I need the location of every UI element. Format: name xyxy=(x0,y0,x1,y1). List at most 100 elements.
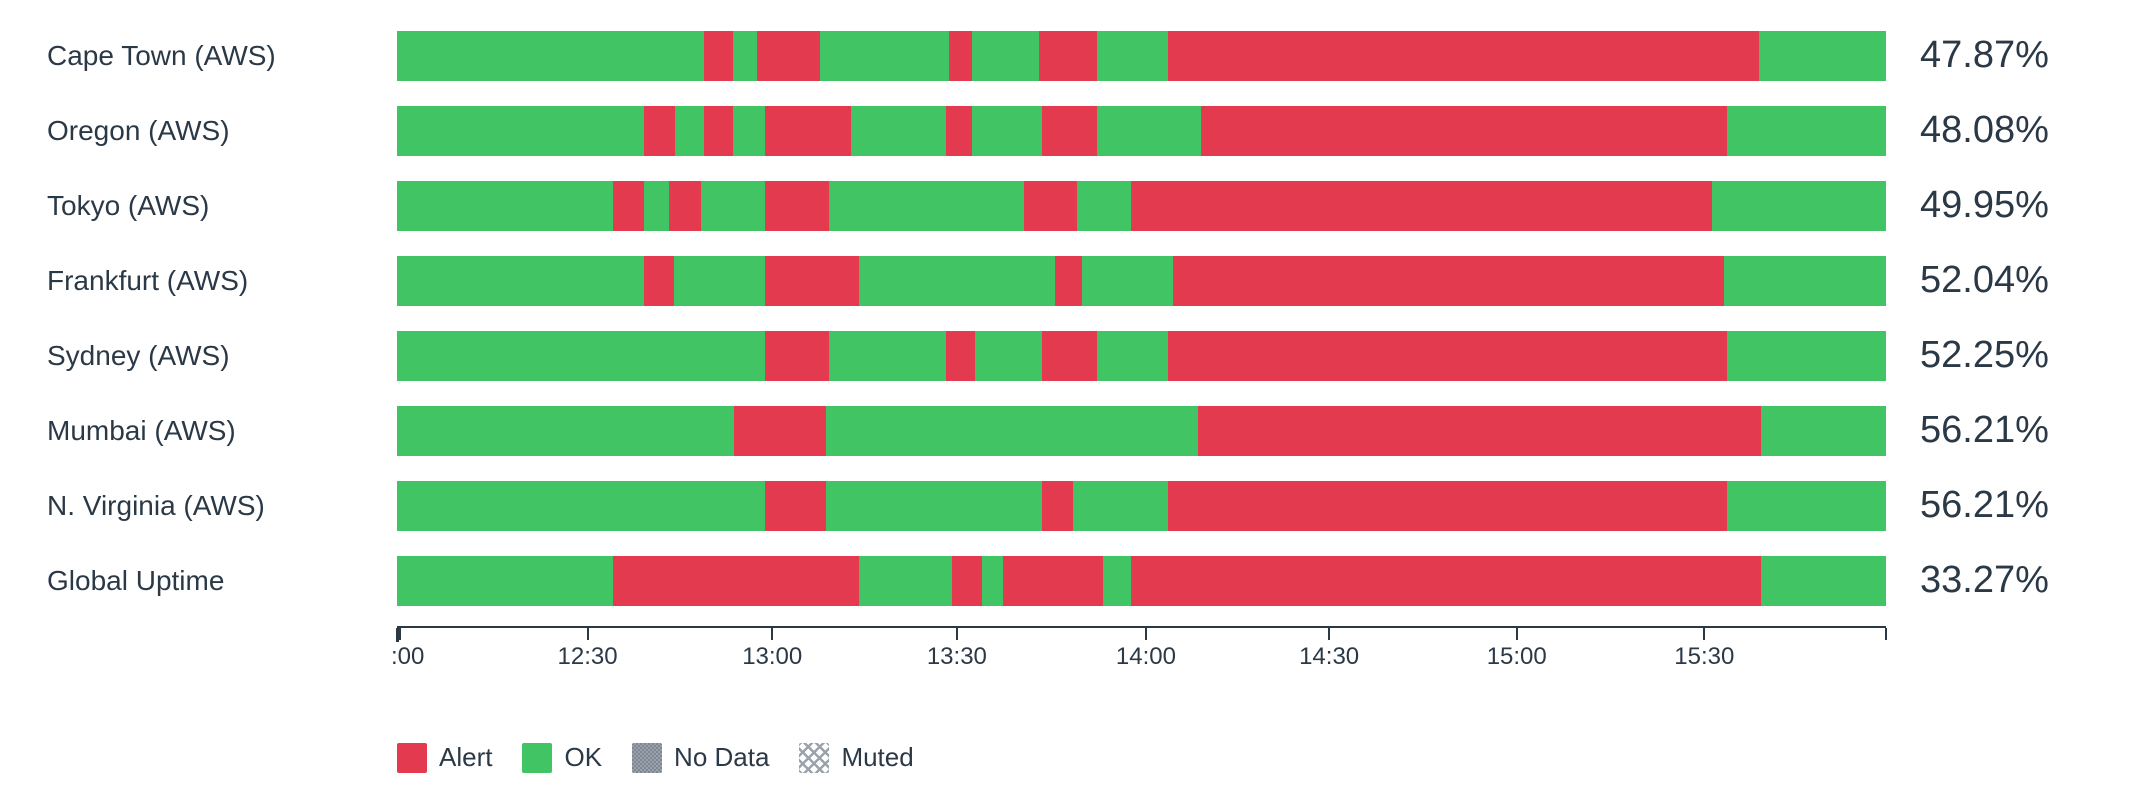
status-segment-alert[interactable] xyxy=(1198,405,1761,456)
status-segment-ok[interactable] xyxy=(733,30,758,81)
status-segment-ok[interactable] xyxy=(971,30,1039,81)
status-row: Frankfurt (AWS) 52.04% xyxy=(0,243,2134,318)
status-segment-ok[interactable] xyxy=(1102,555,1131,606)
status-segment-alert[interactable] xyxy=(703,30,734,81)
status-segment-ok[interactable] xyxy=(1711,180,1886,231)
row-label: Mumbai (AWS) xyxy=(47,414,236,446)
status-bar[interactable] xyxy=(397,330,1886,381)
status-segment-ok[interactable] xyxy=(397,30,704,81)
uptime-value: 56.21% xyxy=(1920,409,2049,451)
status-segment-alert[interactable] xyxy=(952,555,983,606)
status-segment-ok[interactable] xyxy=(1081,255,1173,306)
status-segment-ok[interactable] xyxy=(1726,105,1886,156)
status-segment-ok[interactable] xyxy=(1760,555,1886,606)
status-segment-alert[interactable] xyxy=(946,105,972,156)
status-segment-alert[interactable] xyxy=(669,180,701,231)
status-segment-ok[interactable] xyxy=(1077,180,1131,231)
status-segment-ok[interactable] xyxy=(397,480,765,531)
status-segment-alert[interactable] xyxy=(764,330,829,381)
axis-tick-label: 15:00 xyxy=(1486,643,1547,670)
status-bar[interactable] xyxy=(397,255,1886,306)
status-segment-ok[interactable] xyxy=(733,105,765,156)
status-segment-alert[interactable] xyxy=(757,30,820,81)
status-segment-ok[interactable] xyxy=(858,555,953,606)
status-segment-ok[interactable] xyxy=(1726,480,1886,531)
status-segment-alert[interactable] xyxy=(949,30,972,81)
status-segment-ok[interactable] xyxy=(700,180,765,231)
status-segment-alert[interactable] xyxy=(1041,480,1073,531)
status-segment-ok[interactable] xyxy=(851,105,947,156)
status-segment-alert[interactable] xyxy=(612,180,645,231)
status-segment-ok[interactable] xyxy=(828,330,947,381)
status-segment-alert[interactable] xyxy=(1168,330,1727,381)
status-segment-alert[interactable] xyxy=(764,105,852,156)
status-segment-alert[interactable] xyxy=(1131,555,1761,606)
status-segment-alert[interactable] xyxy=(1168,30,1760,81)
status-segment-ok[interactable] xyxy=(1723,255,1886,306)
axis-end-tick xyxy=(1885,628,1887,640)
status-segment-alert[interactable] xyxy=(703,105,734,156)
status-segment-alert[interactable] xyxy=(1172,255,1724,306)
status-segment-ok[interactable] xyxy=(397,105,645,156)
row-label: Sydney (AWS) xyxy=(47,339,230,371)
status-bar[interactable] xyxy=(397,180,1886,231)
status-segment-ok[interactable] xyxy=(825,405,1199,456)
status-segment-ok[interactable] xyxy=(858,255,1056,306)
status-segment-alert[interactable] xyxy=(1038,30,1097,81)
legend-label: OK xyxy=(564,742,603,772)
status-segment-alert[interactable] xyxy=(1200,105,1727,156)
status-segment-ok[interactable] xyxy=(397,555,613,606)
status-segment-ok[interactable] xyxy=(982,555,1003,606)
legend-label: Muted xyxy=(841,742,914,772)
status-segment-ok[interactable] xyxy=(673,255,765,306)
status-segment-ok[interactable] xyxy=(397,255,645,306)
status-segment-alert[interactable] xyxy=(1131,180,1712,231)
status-segment-ok[interactable] xyxy=(825,480,1042,531)
status-segment-alert[interactable] xyxy=(946,330,975,381)
status-segment-alert[interactable] xyxy=(1023,180,1078,231)
status-segment-alert[interactable] xyxy=(644,105,676,156)
status-bar[interactable] xyxy=(397,405,1886,456)
status-segment-ok[interactable] xyxy=(1072,480,1169,531)
status-segment-alert[interactable] xyxy=(612,555,859,606)
status-segment-alert[interactable] xyxy=(733,405,826,456)
status-segment-ok[interactable] xyxy=(819,30,950,81)
legend-item-alert[interactable]: Alert xyxy=(397,742,492,773)
status-segment-alert[interactable] xyxy=(764,480,826,531)
status-segment-alert[interactable] xyxy=(644,255,674,306)
status-segment-alert[interactable] xyxy=(1002,555,1103,606)
status-bar[interactable] xyxy=(397,555,1886,606)
status-segment-alert[interactable] xyxy=(1041,105,1097,156)
status-segment-ok[interactable] xyxy=(397,180,613,231)
status-bar[interactable] xyxy=(397,480,1886,531)
status-segment-ok[interactable] xyxy=(397,405,734,456)
status-segment-ok[interactable] xyxy=(971,105,1042,156)
status-segment-alert[interactable] xyxy=(764,255,859,306)
alert-swatch-icon xyxy=(397,742,427,773)
legend-label: Alert xyxy=(439,742,493,772)
status-segment-ok[interactable] xyxy=(397,330,765,381)
status-segment-ok[interactable] xyxy=(1096,330,1169,381)
status-bar[interactable] xyxy=(397,30,1886,81)
status-segment-ok[interactable] xyxy=(974,330,1042,381)
status-segment-ok[interactable] xyxy=(644,180,670,231)
legend: Alert OK No Data Muted xyxy=(397,742,2134,773)
status-segment-ok[interactable] xyxy=(1096,105,1201,156)
status-segment-ok[interactable] xyxy=(1760,405,1886,456)
status-bar[interactable] xyxy=(397,105,1886,156)
legend-item-muted[interactable]: Muted xyxy=(799,742,914,773)
status-segment-alert[interactable] xyxy=(1041,330,1097,381)
row-label: Oregon (AWS) xyxy=(47,114,230,146)
status-segment-ok[interactable] xyxy=(675,105,704,156)
status-segment-alert[interactable] xyxy=(1055,255,1082,306)
uptime-value: 56.21% xyxy=(1920,484,2049,526)
status-row: Global Uptime 33.27% xyxy=(0,543,2134,618)
status-segment-ok[interactable] xyxy=(1726,330,1886,381)
status-segment-ok[interactable] xyxy=(1759,30,1886,81)
status-segment-alert[interactable] xyxy=(1168,480,1727,531)
legend-item-ok[interactable]: OK xyxy=(522,742,602,773)
status-segment-ok[interactable] xyxy=(828,180,1024,231)
legend-item-no-data[interactable]: No Data xyxy=(632,742,769,773)
status-segment-alert[interactable] xyxy=(764,180,829,231)
status-segment-ok[interactable] xyxy=(1096,30,1169,81)
